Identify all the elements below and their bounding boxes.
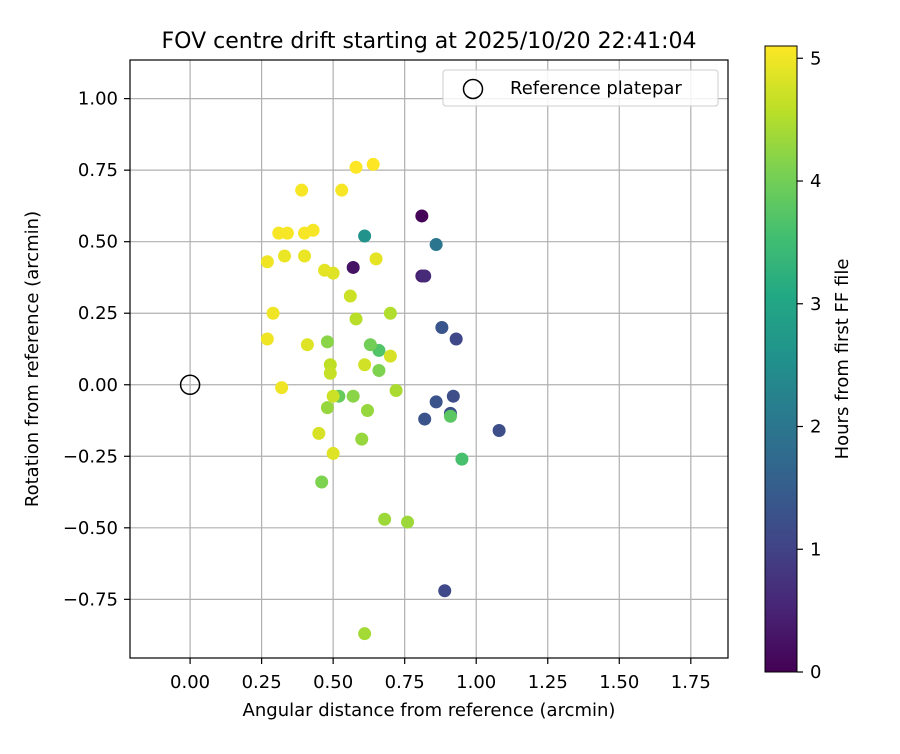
data-point <box>383 306 397 320</box>
data-point <box>320 401 334 415</box>
data-point <box>278 249 292 263</box>
data-point <box>320 335 334 349</box>
colorbar-tick-label: 3 <box>810 294 821 315</box>
data-point <box>312 426 326 440</box>
data-point <box>369 252 383 266</box>
legend: Reference platepar <box>442 69 719 107</box>
reference-platepar-marker <box>179 374 201 396</box>
data-point <box>323 366 337 380</box>
y-tick-label: −0.50 <box>63 518 118 539</box>
y-tick-label: 0.75 <box>78 160 118 181</box>
x-tick-label: 1.50 <box>599 672 639 693</box>
data-point <box>358 627 372 641</box>
data-point <box>298 249 312 263</box>
x-tick-label: 0.50 <box>313 672 353 693</box>
x-tick-label: 0.75 <box>385 672 425 693</box>
colorbar-gradient <box>764 45 798 673</box>
x-tick-label: 0.25 <box>242 672 282 693</box>
data-point <box>280 226 294 240</box>
x-axis-label: Angular distance from reference (arcmin) <box>243 700 616 721</box>
grid-lines <box>130 60 728 658</box>
data-point <box>363 338 377 352</box>
x-tick-label: 1.75 <box>671 672 711 693</box>
colorbar-tick-label: 1 <box>810 539 821 560</box>
data-point <box>326 446 340 460</box>
legend-box <box>442 69 719 107</box>
data-point <box>435 321 449 335</box>
y-tick-label: −0.25 <box>63 446 118 467</box>
data-point <box>295 183 309 197</box>
colorbar-tick-label: 2 <box>810 417 821 438</box>
data-point <box>378 512 392 526</box>
axes: 0.00 0.25 0.50 0.75 1.00 1.25 1.50 1.75 1.00 0.75… <box>63 89 711 693</box>
colorbar-ticks: 0 1 2 3 4 5 <box>797 48 821 683</box>
data-point <box>401 515 415 529</box>
data-point <box>315 475 329 489</box>
data-point <box>275 381 289 395</box>
data-point <box>360 404 374 418</box>
data-point <box>349 312 363 326</box>
legend-label: Reference platepar <box>510 78 682 99</box>
data-point <box>366 157 380 171</box>
data-point <box>429 238 443 252</box>
x-tick-label: 1.25 <box>528 672 568 693</box>
data-point <box>349 160 363 174</box>
data-point <box>492 424 506 438</box>
y-axis-label: Rotation from reference (arcmin) <box>22 211 43 507</box>
data-point <box>372 363 386 377</box>
data-point <box>346 260 360 274</box>
data-point <box>358 229 372 243</box>
colorbar-tick-label: 0 <box>810 662 821 683</box>
data-point <box>306 223 320 237</box>
x-tick-label: 0.00 <box>170 672 210 693</box>
colorbar: 0 1 2 3 4 5 Hours from first FF file <box>764 45 853 683</box>
data-point <box>443 409 457 423</box>
data-point <box>438 584 452 598</box>
data-point <box>346 389 360 403</box>
data-point <box>266 306 280 320</box>
data-point <box>343 289 357 303</box>
plot-frame <box>129 59 729 659</box>
data-point <box>260 255 274 269</box>
y-tick-label: 0.00 <box>78 375 118 396</box>
data-point <box>415 209 429 223</box>
data-point <box>455 452 469 466</box>
data-point <box>418 269 432 283</box>
data-point <box>355 432 369 446</box>
y-tick-label: 0.25 <box>78 303 118 324</box>
data-point <box>446 389 460 403</box>
legend-marker-icon <box>462 78 484 100</box>
data-point <box>318 263 332 277</box>
data-point <box>383 349 397 363</box>
colorbar-label: Hours from first FF file <box>832 259 853 460</box>
colorbar-tick-label: 5 <box>810 48 821 69</box>
data-point <box>429 395 443 409</box>
data-point <box>300 338 314 352</box>
y-tick-label: 0.50 <box>78 232 118 253</box>
data-point <box>449 332 463 346</box>
data-point <box>260 332 274 346</box>
y-tick-label: −0.75 <box>63 589 118 610</box>
data-point <box>335 183 349 197</box>
data-point <box>326 389 340 403</box>
data-point <box>418 412 432 426</box>
data-point <box>389 383 403 397</box>
x-tick-label: 1.00 <box>456 672 496 693</box>
data-point <box>358 358 372 372</box>
colorbar-tick-label: 4 <box>810 171 821 192</box>
y-tick-label: 1.00 <box>78 89 118 110</box>
chart-title: FOV centre drift starting at 2025/10/20 … <box>162 29 697 54</box>
data-points <box>179 157 506 641</box>
